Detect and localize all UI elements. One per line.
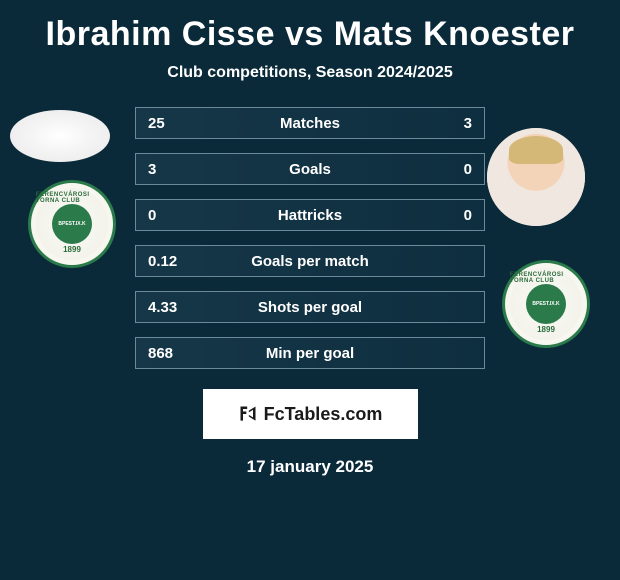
stat-row: 0 Hattricks 0 (135, 199, 485, 231)
badge-center: BPEST.IX.K (526, 284, 566, 324)
badge-outer-text: FERENCVÁROSI TORNA CLUB (36, 192, 108, 204)
stat-label: Hattricks (136, 207, 484, 224)
stat-left-value: 0 (148, 207, 156, 224)
stat-row: 868 Min per goal (135, 337, 485, 369)
stat-right-value: 0 (464, 207, 472, 224)
stat-left-value: 25 (148, 115, 165, 132)
branding-label: FcTables.com (264, 404, 383, 425)
player-face-placeholder (487, 128, 585, 226)
badge-outer-text: FERENCVÁROSI TORNA CLUB (510, 272, 582, 284)
stat-label: Shots per goal (136, 299, 484, 316)
page-subtitle: Club competitions, Season 2024/2025 (167, 64, 452, 82)
club-badge-right: FERENCVÁROSI TORNA CLUB BPEST.IX.K 1899 (502, 260, 590, 348)
stat-row: 25 Matches 3 (135, 107, 485, 139)
player-hair-placeholder (509, 136, 563, 164)
stat-row: 4.33 Shots per goal (135, 291, 485, 323)
player-photo-right (487, 128, 585, 226)
badge-center: BPEST.IX.K (52, 204, 92, 244)
stat-label: Goals (136, 161, 484, 178)
stats-table: 25 Matches 3 3 Goals 0 0 Hattricks 0 0.1… (135, 107, 485, 369)
page-title: Ibrahim Cisse vs Mats Knoester (46, 15, 575, 54)
stat-left-value: 4.33 (148, 299, 177, 316)
branding-box: FcTables.com (203, 389, 418, 439)
badge-year: 1899 (63, 245, 81, 254)
badge-inner: FERENCVÁROSI TORNA CLUB BPEST.IX.K 1899 (36, 188, 108, 260)
date-text: 17 january 2025 (247, 457, 374, 477)
stat-row: 0.12 Goals per match (135, 245, 485, 277)
stat-left-value: 0.12 (148, 253, 177, 270)
badge-center-text: BPEST.IX.K (532, 301, 559, 307)
comparison-card: Ibrahim Cisse vs Mats Knoester Club comp… (0, 0, 620, 487)
stat-right-value: 0 (464, 161, 472, 178)
badge-year: 1899 (537, 325, 555, 334)
badge-inner: FERENCVÁROSI TORNA CLUB BPEST.IX.K 1899 (510, 268, 582, 340)
club-badge-left: FERENCVÁROSI TORNA CLUB BPEST.IX.K 1899 (28, 180, 116, 268)
stat-label: Min per goal (136, 345, 484, 362)
stat-right-value: 3 (464, 115, 472, 132)
fctables-logo-icon (238, 404, 258, 424)
stat-label: Goals per match (136, 253, 484, 270)
stat-left-value: 3 (148, 161, 156, 178)
stat-left-value: 868 (148, 345, 173, 362)
player-photo-left (10, 110, 110, 162)
stat-label: Matches (136, 115, 484, 132)
stat-row: 3 Goals 0 (135, 153, 485, 185)
badge-center-text: BPEST.IX.K (58, 221, 85, 227)
